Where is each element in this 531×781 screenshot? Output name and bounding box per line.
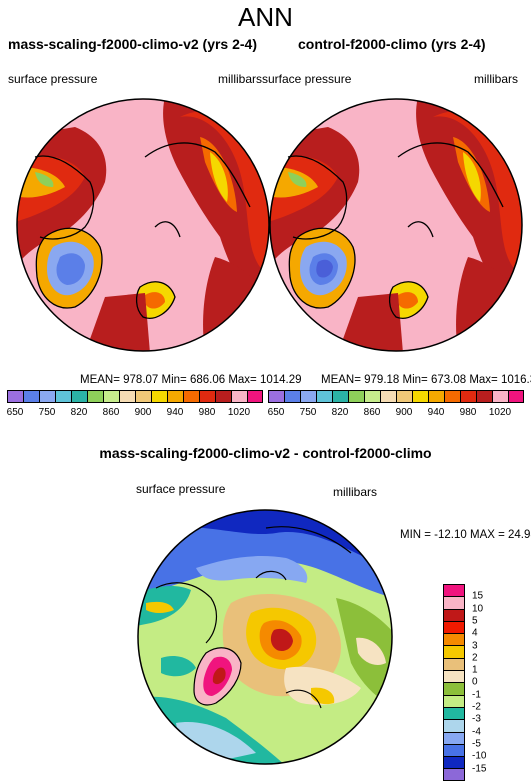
right-surface-pressure-map [269,98,523,352]
left-panel-units: millibars [218,72,263,86]
colorbar-swatch [7,390,23,403]
colorbar-swatch [443,731,465,744]
colorbar-tick-label: 1020 [488,407,512,418]
colorbar-swatch [71,390,87,403]
colorbar-swatch [412,390,428,403]
colorbar-swatch [444,390,460,403]
colorbar-tick-label: 980 [198,407,216,418]
colorbar-swatch [167,390,183,403]
diff-panel-stats: MIN = -12.10 MAX = 24.98 [400,529,531,541]
colorbar-tick-label: 1020 [227,407,251,418]
colorbar-swatch [364,390,380,403]
colorbar-swatch [119,390,135,403]
colorbar-swatch [460,390,476,403]
right-panel-units: millibars [474,72,519,86]
colorbar-tick-label: -5 [472,738,481,750]
colorbar-tick-label: 0 [472,676,478,688]
colorbar-tick-label: 2 [472,652,478,664]
colorbar-swatch [380,390,396,403]
colorbar-swatch [151,390,167,403]
colorbar-swatch [55,390,71,403]
colorbar-swatch [443,596,465,609]
colorbar-tick-label: -4 [472,726,481,738]
colorbar-tick-label: 860 [363,407,381,418]
colorbar-swatch [135,390,151,403]
right-panel-title: control-f2000-climo (yrs 2-4) [298,36,486,52]
colorbar-tick-label: 820 [70,407,88,418]
colorbar-swatch [443,682,465,695]
colorbar-tick-label: 860 [102,407,120,418]
colorbar-swatch [443,584,465,597]
colorbar-swatch [428,390,444,403]
colorbar-tick-label: 650 [267,407,285,418]
colorbar-swatch [300,390,316,403]
diff-panel-units: millibars [333,485,378,499]
colorbar-tick-label: 980 [459,407,477,418]
colorbar-swatch [443,620,465,634]
colorbar-tick-label: 650 [6,407,24,418]
colorbar-swatch [215,390,231,403]
colorbar-tick-label: 940 [166,407,184,418]
colorbar-tick-label: -10 [472,750,487,762]
colorbar-swatch [87,390,103,403]
colorbar-swatch [268,390,284,403]
colorbar-tick-label: 900 [134,407,152,418]
colorbar-swatch [443,743,465,757]
colorbar-swatch [443,608,465,621]
colorbar-tick-label: 1 [472,664,478,676]
colorbar-swatch [443,706,465,720]
colorbar-swatch [476,390,492,403]
colorbar-swatch [183,390,199,403]
left-panel-stats: MEAN= 978.07 Min= 686.06 Max= 1014.29 [80,374,302,386]
left-panel-variable: surface pressure [8,72,98,86]
colorbar-tick-label: 3 [472,640,478,651]
diff-panel-variable: surface pressure [136,482,226,496]
colorbar-swatch [396,390,412,403]
left-colorbar [7,390,263,403]
colorbar-swatch [284,390,300,403]
colorbar-swatch [443,694,465,707]
colorbar-tick-label: -15 [472,763,487,774]
colorbar-tick-label: 750 [299,407,317,418]
colorbar-tick-label: 750 [38,407,56,418]
colorbar-swatch [247,390,263,403]
colorbar-tick-label: -1 [472,689,481,701]
colorbar-tick-label: 10 [472,603,484,615]
colorbar-swatch [316,390,332,403]
diff-panel-title: mass-scaling-f2000-climo-v2 - control-f2… [99,445,432,461]
difference-colorbar [443,584,465,781]
colorbar-tick-label: 15 [472,590,484,602]
colorbar-swatch [443,645,465,658]
right-colorbar [268,390,524,403]
right-panel-variable: surface pressure [262,72,352,86]
difference-surface-pressure-map [137,509,393,765]
colorbar-tick-label: -3 [472,713,481,725]
colorbar-tick-label: 900 [395,407,413,418]
colorbar-tick-label: -2 [472,701,481,713]
colorbar-swatch [443,670,465,683]
colorbar-swatch [443,657,465,671]
colorbar-swatch [39,390,55,403]
colorbar-swatch [443,768,465,781]
left-surface-pressure-map [16,98,270,352]
colorbar-tick-label: 4 [472,627,478,639]
colorbar-swatch [23,390,39,403]
colorbar-swatch [348,390,364,403]
colorbar-swatch [508,390,524,403]
colorbar-swatch [103,390,119,403]
colorbar-swatch [443,756,465,769]
colorbar-swatch [443,633,465,646]
colorbar-swatch [443,719,465,732]
colorbar-swatch [492,390,508,403]
main-title: ANN [238,2,293,32]
colorbar-tick-label: 820 [331,407,349,418]
left-panel-title: mass-scaling-f2000-climo-v2 (yrs 2-4) [8,36,257,52]
colorbar-swatch [199,390,215,403]
colorbar-swatch [231,390,247,403]
colorbar-tick-label: 940 [427,407,445,418]
right-panel-stats: MEAN= 979.18 Min= 673.08 Max= 1016.37 [321,374,531,386]
colorbar-swatch [332,390,348,403]
colorbar-tick-label: 5 [472,615,478,627]
